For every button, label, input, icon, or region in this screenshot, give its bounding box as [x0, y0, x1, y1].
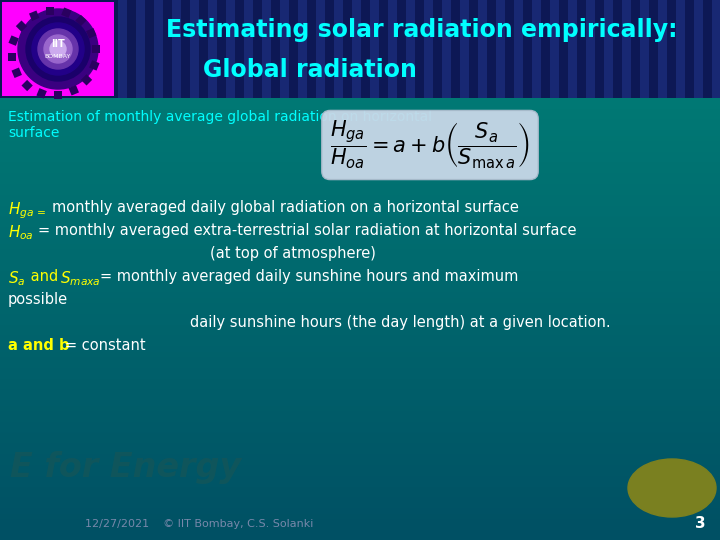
Circle shape	[50, 41, 66, 57]
Circle shape	[18, 9, 98, 89]
Bar	[550, 0, 559, 98]
Bar	[16, 21, 27, 32]
Text: $S_a$: $S_a$	[8, 269, 25, 288]
Text: 12/27/2021    © IIT Bombay, C.S. Solanki: 12/27/2021 © IIT Bombay, C.S. Solanki	[85, 519, 313, 529]
Text: $H_{ga\,=}$: $H_{ga\,=}$	[8, 200, 46, 221]
Bar	[92, 45, 100, 53]
Bar	[280, 0, 289, 98]
Bar	[75, 15, 86, 26]
Text: 3: 3	[696, 516, 706, 531]
Bar	[22, 80, 33, 91]
Text: $S_{maxa}$: $S_{maxa}$	[60, 269, 101, 288]
Text: Estimation of monthly average global radiation on horizontal: Estimation of monthly average global rad…	[8, 110, 432, 124]
Bar	[154, 0, 163, 98]
Text: = monthly averaged extra-terrestrial solar radiation at horizontal surface: = monthly averaged extra-terrestrial sol…	[38, 223, 577, 238]
Text: BOMBAY: BOMBAY	[45, 53, 71, 58]
Bar	[676, 0, 685, 98]
Bar	[298, 0, 307, 98]
Circle shape	[44, 35, 72, 63]
Text: a and b: a and b	[8, 338, 70, 353]
Bar	[81, 74, 92, 85]
Bar	[190, 0, 199, 98]
Text: possible: possible	[8, 292, 68, 307]
Ellipse shape	[628, 459, 716, 517]
Bar	[352, 0, 361, 98]
Text: IIT: IIT	[51, 39, 65, 49]
Text: surface: surface	[8, 126, 59, 140]
Bar	[54, 91, 62, 99]
Circle shape	[38, 29, 78, 69]
Bar	[604, 0, 613, 98]
Bar	[442, 0, 451, 98]
Text: Global radiation: Global radiation	[203, 58, 417, 82]
Bar	[12, 68, 22, 78]
Text: E for Energy: E for Energy	[10, 451, 241, 484]
Bar	[586, 0, 595, 98]
Bar	[8, 53, 16, 61]
Text: $\dfrac{H_{ga}}{H_{oa}} = a + b\left(\dfrac{S_a}{S_{\max\,a}}\right)$: $\dfrac{H_{ga}}{H_{oa}} = a + b\left(\df…	[330, 119, 530, 171]
Circle shape	[32, 23, 84, 75]
Circle shape	[26, 17, 90, 81]
Text: monthly averaged daily global radiation on a horizontal surface: monthly averaged daily global radiation …	[52, 200, 519, 215]
Bar	[478, 0, 487, 98]
Bar	[370, 0, 379, 98]
Bar	[61, 8, 71, 18]
Bar	[118, 0, 127, 98]
Bar	[514, 0, 523, 98]
Bar	[86, 28, 96, 38]
Bar	[640, 0, 649, 98]
Bar	[334, 0, 343, 98]
Bar	[316, 0, 325, 98]
Bar	[208, 0, 217, 98]
Text: Estimating solar radiation empirically:: Estimating solar radiation empirically:	[166, 18, 678, 42]
Bar	[568, 0, 577, 98]
Bar	[2, 2, 114, 96]
Bar	[532, 0, 541, 98]
Text: (at top of atmosphere): (at top of atmosphere)	[210, 246, 376, 261]
Bar	[424, 0, 433, 98]
Text: = monthly averaged daily sunshine hours and maximum: = monthly averaged daily sunshine hours …	[100, 269, 518, 284]
Bar	[460, 0, 469, 98]
Bar	[0, 0, 720, 98]
Bar	[46, 7, 54, 15]
Bar	[89, 60, 99, 71]
Bar	[29, 10, 40, 21]
Bar	[694, 0, 703, 98]
Bar	[622, 0, 631, 98]
Bar	[37, 88, 47, 99]
Bar	[9, 36, 19, 46]
Bar	[226, 0, 235, 98]
Text: and: and	[26, 269, 63, 284]
Bar	[262, 0, 271, 98]
Bar	[658, 0, 667, 98]
Bar	[712, 0, 720, 98]
Bar	[244, 0, 253, 98]
Text: $H_{oa}$: $H_{oa}$	[8, 223, 34, 242]
Bar	[136, 0, 145, 98]
Bar	[388, 0, 397, 98]
Bar	[172, 0, 181, 98]
Bar	[496, 0, 505, 98]
Bar	[406, 0, 415, 98]
Text: daily sunshine hours (the day length) at a given location.: daily sunshine hours (the day length) at…	[190, 315, 611, 330]
Text: = constant: = constant	[65, 338, 145, 353]
Bar	[68, 85, 79, 96]
